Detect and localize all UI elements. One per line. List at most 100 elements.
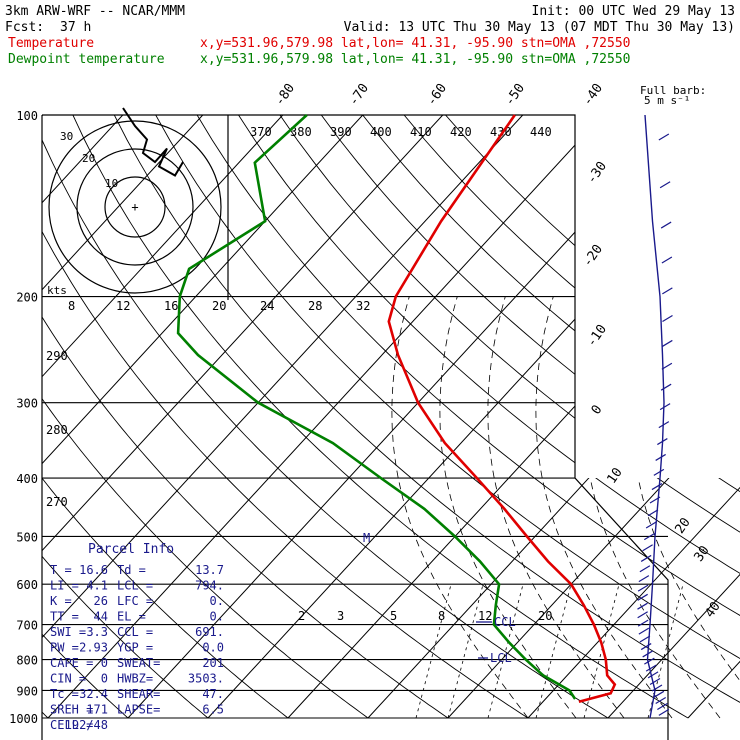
pressure-tick-label: 1000 bbox=[9, 712, 38, 726]
speed-tick-label: 32 bbox=[356, 299, 370, 313]
wind-barb bbox=[645, 521, 657, 529]
speed-tick-label: 8 bbox=[68, 299, 75, 313]
mixing-ratio-label: 5 bbox=[390, 609, 397, 623]
theta-left-label: 280 bbox=[46, 423, 68, 437]
parcel-info-cell: PW = bbox=[50, 641, 79, 655]
mixing-ratio-label: 3 bbox=[337, 609, 344, 623]
skewt-grid bbox=[42, 115, 740, 719]
theta-left-label: 290 bbox=[46, 349, 68, 363]
parcel-info-cell: CAPE = bbox=[50, 656, 93, 670]
parcel-info-cell: TT = bbox=[50, 610, 79, 624]
temperature-tick-label: -10 bbox=[584, 322, 610, 350]
isotherm bbox=[42, 115, 524, 719]
parcel-info-cell: K = bbox=[50, 594, 72, 608]
dry-adiabat bbox=[155, 115, 740, 719]
isotherm bbox=[607, 115, 740, 719]
pressure-tick-label: 300 bbox=[16, 397, 38, 411]
temperature-tick-label: 30 bbox=[691, 543, 712, 564]
dry-adiabat bbox=[238, 115, 740, 719]
parcel-info-cell: 47. bbox=[202, 687, 224, 701]
hodograph-center: + bbox=[131, 200, 138, 214]
dry-adiabat bbox=[72, 115, 689, 719]
wind-barb bbox=[649, 678, 661, 686]
isotherm bbox=[367, 115, 740, 719]
mixing-ratio-label: 20 bbox=[538, 609, 552, 623]
wind-barb bbox=[657, 438, 668, 446]
init-time: Init: 00 UTC Wed 29 May 13 bbox=[532, 4, 736, 19]
mixing-ratio-label: 2 bbox=[298, 609, 305, 623]
theta-left-label: 270 bbox=[46, 495, 68, 509]
theta-label: 390 bbox=[330, 125, 352, 139]
temperature-tick-label: -80 bbox=[272, 81, 298, 109]
parcel-info-cell: 192/48 bbox=[65, 718, 108, 732]
parcel-info-panel: Parcel Info T = 16.6 Td = 13.7 LI = 4.1 LCL = 7… bbox=[50, 542, 224, 732]
parcel-info-cell: 0 bbox=[101, 672, 108, 686]
parcel-info-cell: CIN = bbox=[50, 672, 86, 686]
barb-legend-line1: Full barb: bbox=[640, 84, 706, 97]
dry-adiabat bbox=[320, 115, 740, 719]
parcel-info-cell: 4.1 bbox=[86, 579, 108, 593]
temperature-legend: Temperature bbox=[8, 36, 94, 51]
parcel-info-cell: 3503. bbox=[188, 672, 224, 686]
dewpoint-location: x,y=531.96,579.98 lat,lon= 41.31, -95.90… bbox=[200, 52, 630, 67]
dry-adiabat bbox=[279, 115, 740, 719]
pressure-tick-label: 600 bbox=[16, 578, 38, 592]
mixing-ratio-line bbox=[487, 584, 524, 719]
dry-adiabat bbox=[42, 115, 369, 719]
wind-barb bbox=[658, 708, 670, 716]
speed-tick-label: 24 bbox=[260, 299, 274, 313]
wind-barb bbox=[645, 664, 657, 672]
wind-barb bbox=[655, 453, 666, 461]
mixing-ratio-label: 8 bbox=[438, 609, 445, 623]
speed-tick-label: 28 bbox=[308, 299, 322, 313]
plot-border bbox=[41, 114, 669, 740]
isotherm bbox=[42, 115, 444, 719]
parcel-info-cell: SWEAT= bbox=[117, 656, 160, 670]
parcel-info-cell: 171 bbox=[86, 703, 108, 717]
dry-adiabat bbox=[42, 115, 289, 719]
parcel-info-cell: 44 bbox=[94, 610, 108, 624]
pressure-tick-label: 900 bbox=[16, 684, 38, 698]
pressure-tick-label: 400 bbox=[16, 472, 38, 486]
dewpoint-profile bbox=[176, 114, 577, 700]
isotherm bbox=[527, 115, 740, 719]
isotherm bbox=[207, 115, 740, 719]
hodograph-unit: kts bbox=[47, 284, 67, 297]
hodograph-ring-label-1: 10 bbox=[105, 177, 118, 190]
parcel-info-cell: EL = bbox=[117, 610, 146, 624]
wind-barb bbox=[644, 657, 655, 665]
temperature-location: x,y=531.96,579.98 lat,lon= 41.31, -95.90… bbox=[200, 36, 630, 51]
parcel-info-cell: 0. bbox=[210, 610, 224, 624]
wind-barb bbox=[662, 339, 673, 347]
wind-barb bbox=[644, 533, 655, 541]
parcel-info-cell: 794. bbox=[195, 579, 224, 593]
wind-barb bbox=[640, 554, 652, 562]
parcel-info-cell: 2.93 bbox=[79, 641, 108, 655]
mixing-ratio-label: 12 bbox=[478, 609, 492, 623]
barb-legend-line2: 5 m s⁻¹ bbox=[644, 94, 690, 107]
hodograph: 10 20 30 + kts bbox=[47, 107, 222, 297]
speed-tick-label: 12 bbox=[116, 299, 130, 313]
temperature-tick-label: 10 bbox=[604, 465, 625, 486]
isotherm bbox=[42, 115, 364, 719]
wind-barb bbox=[662, 287, 673, 295]
parcel-info-cell: T = bbox=[50, 563, 72, 577]
wind-barb bbox=[637, 584, 649, 592]
parcel-info-cell: 16.6 bbox=[79, 563, 108, 577]
wind-barb bbox=[658, 133, 670, 141]
parcel-info-cell: 691. bbox=[195, 625, 224, 639]
dry-adiabat bbox=[42, 115, 129, 719]
theta-label: 420 bbox=[450, 125, 472, 139]
parcel-info-cell: 0. bbox=[210, 594, 224, 608]
hodograph-ring-3 bbox=[48, 120, 222, 294]
wind-barb bbox=[659, 403, 671, 411]
moist-adiabat bbox=[631, 296, 740, 719]
temperature-tick-label: -30 bbox=[584, 159, 610, 187]
temperature-tick-label: 20 bbox=[672, 515, 693, 536]
wind-barb bbox=[640, 643, 652, 651]
parcel-info-cell: SWI = bbox=[50, 625, 86, 639]
dry-adiabat bbox=[42, 115, 449, 719]
parcel-info-cell: 201 bbox=[202, 656, 224, 670]
parcel-info-cell: LFC = bbox=[117, 594, 153, 608]
